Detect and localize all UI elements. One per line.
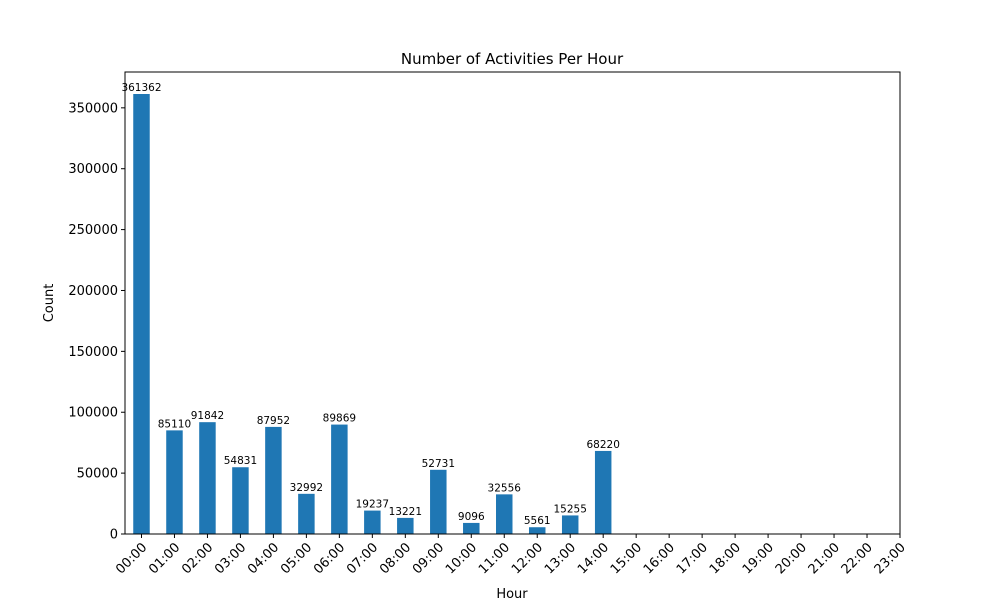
x-tick-label: 18:00	[707, 540, 744, 577]
x-tick-label: 15:00	[608, 540, 645, 577]
value-label: 54831	[224, 455, 257, 467]
x-tick-label: 11:00	[476, 540, 513, 577]
bar	[331, 424, 348, 534]
value-label: 89869	[323, 413, 356, 425]
x-tick-label: 23:00	[872, 540, 909, 577]
value-label: 87952	[257, 415, 290, 427]
x-tick-label: 14:00	[575, 540, 612, 577]
bar	[199, 422, 216, 534]
value-label: 15255	[554, 503, 587, 515]
x-tick-label: 12:00	[509, 540, 546, 577]
bar	[397, 517, 414, 534]
value-label: 32992	[290, 482, 323, 494]
y-tick-label: 150000	[68, 345, 118, 360]
y-tick-label: 0	[110, 528, 118, 543]
bar	[561, 515, 579, 534]
x-tick-label: 01:00	[146, 540, 183, 577]
bar	[430, 469, 447, 534]
x-tick-label: 04:00	[245, 540, 282, 577]
value-label: 9096	[458, 511, 485, 523]
bar	[496, 494, 513, 534]
y-tick-label: 100000	[68, 406, 118, 421]
chart-title: Number of Activities Per Hour	[401, 50, 624, 68]
value-label: 85110	[158, 418, 191, 430]
y-tick-label: 50000	[77, 467, 118, 482]
bar	[232, 467, 249, 534]
value-label: 91842	[191, 410, 224, 422]
x-tick-label: 19:00	[740, 540, 777, 577]
y-axis-label: Count	[42, 284, 57, 323]
x-tick-label: 09:00	[410, 540, 447, 577]
x-tick-label: 05:00	[278, 540, 315, 577]
value-label: 19237	[356, 499, 389, 511]
x-tick-label: 06:00	[311, 540, 348, 577]
y-tick-label: 300000	[68, 162, 118, 177]
y-tick-label: 200000	[68, 284, 118, 299]
value-label: 5561	[524, 515, 551, 527]
x-tick-label: 08:00	[377, 540, 414, 577]
x-tick-label: 17:00	[674, 540, 711, 577]
bar	[166, 430, 183, 534]
plot-frame	[124, 71, 901, 535]
x-tick-label: 21:00	[806, 540, 843, 577]
x-tick-label: 02:00	[179, 540, 216, 577]
x-tick-label: 22:00	[839, 540, 876, 577]
value-label: 68220	[586, 439, 619, 451]
x-tick-label: 03:00	[212, 540, 249, 577]
bar	[594, 450, 612, 534]
x-tick-label: 20:00	[773, 540, 810, 577]
bar	[265, 426, 282, 534]
value-label: 361362	[121, 82, 161, 94]
bar	[133, 93, 150, 535]
y-tick-label: 250000	[68, 223, 118, 238]
bar	[528, 527, 546, 534]
x-tick-label: 16:00	[641, 540, 678, 577]
x-axis-label: Hour	[496, 587, 528, 600]
x-tick-label: 10:00	[443, 540, 480, 577]
x-tick-label: 00:00	[113, 540, 150, 577]
bar	[463, 522, 480, 534]
bar	[364, 510, 381, 534]
value-label: 52731	[422, 458, 455, 470]
value-label: 13221	[389, 506, 422, 518]
bar	[298, 493, 315, 534]
x-tick-label: 13:00	[542, 540, 579, 577]
value-label: 32556	[488, 482, 522, 494]
x-tick-label: 07:00	[344, 540, 381, 577]
y-tick-label: 350000	[68, 101, 118, 116]
